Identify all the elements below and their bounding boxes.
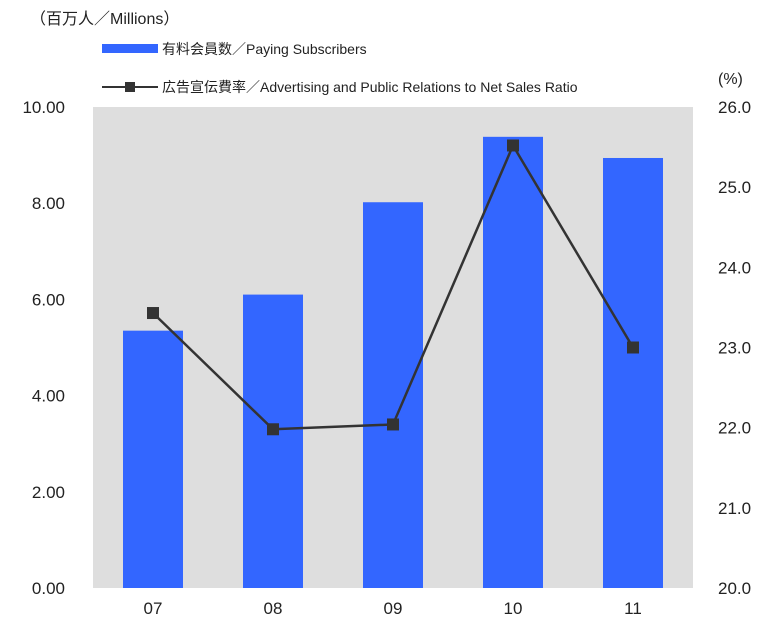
x-tick-label: 07: [144, 599, 163, 618]
ratio-marker-07: [147, 307, 159, 320]
ratio-marker-10: [507, 139, 519, 152]
bar-series: [123, 136, 663, 588]
right-axis: 20.0 21.0 22.0 23.0 24.0 25.0 26.0: [718, 98, 751, 598]
legend-bar-swatch: [102, 44, 158, 53]
legend: 有料会員数／Paying Subscribers 広告宣伝費率／Advertis…: [102, 41, 578, 95]
x-tick-label: 10: [504, 599, 523, 618]
right-tick-label: 25.0: [718, 178, 751, 197]
left-axis: 0.00 2.00 4.00 6.00 8.00 10.00: [22, 98, 65, 598]
bar-08: [243, 294, 303, 588]
left-tick-label: 8.00: [32, 194, 65, 213]
ratio-marker-09: [387, 418, 399, 431]
bar-11: [603, 157, 663, 588]
left-tick-label: 2.00: [32, 483, 65, 502]
right-tick-label: 24.0: [718, 258, 751, 277]
right-unit-label: (%): [718, 71, 743, 88]
right-tick-label: 21.0: [718, 499, 751, 518]
legend-line-marker: [125, 82, 135, 92]
legend-bar-label: 有料会員数／Paying Subscribers: [162, 41, 367, 57]
right-tick-label: 26.0: [718, 98, 751, 117]
left-unit-label: （百万人／Millions）: [30, 10, 179, 28]
legend-line-label: 広告宣伝費率／Advertising and Public Relations …: [162, 79, 578, 95]
left-tick-label: 10.00: [22, 98, 65, 117]
right-tick-label: 22.0: [718, 419, 751, 438]
x-tick-label: 09: [384, 599, 403, 618]
line-series: [147, 139, 639, 436]
bar-10: [483, 136, 543, 588]
ratio-marker-08: [267, 423, 279, 436]
x-axis: 07 08 09 10 11: [144, 599, 642, 618]
left-tick-label: 4.00: [32, 387, 65, 406]
bar-09: [363, 202, 423, 588]
ratio-marker-11: [627, 341, 639, 354]
x-tick-label: 11: [624, 599, 642, 618]
left-tick-label: 6.00: [32, 290, 65, 309]
right-tick-label: 23.0: [718, 339, 751, 358]
bar-07: [123, 330, 183, 588]
right-tick-label: 20.0: [718, 579, 751, 598]
x-tick-label: 08: [264, 599, 283, 618]
left-tick-label: 0.00: [32, 579, 65, 598]
